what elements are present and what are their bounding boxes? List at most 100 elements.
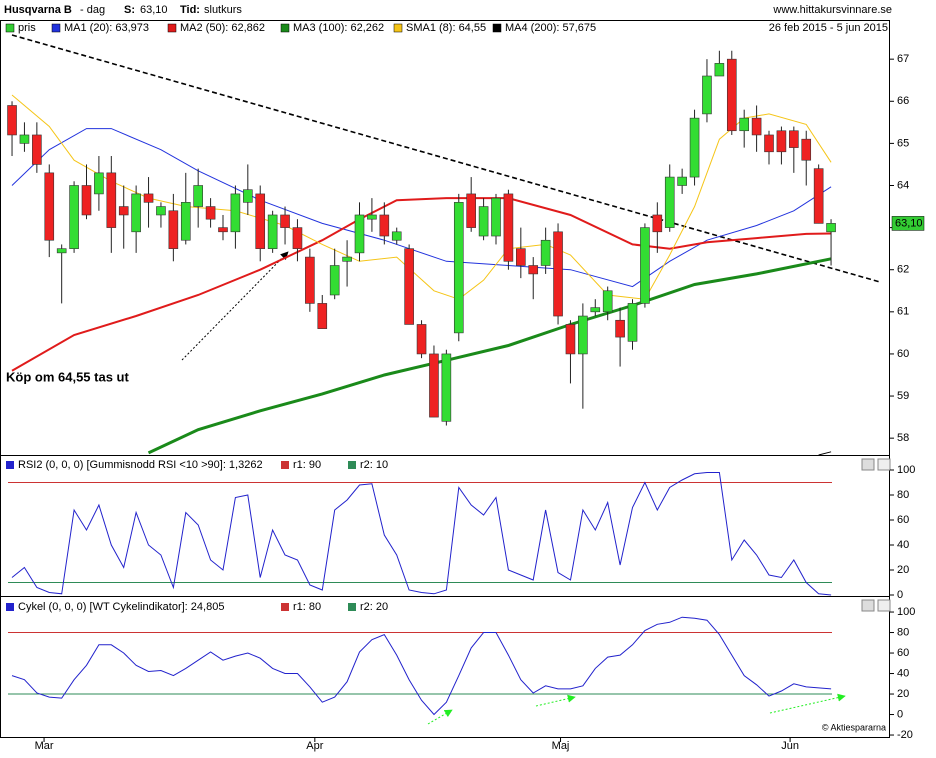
candle-body <box>453 202 464 334</box>
candle-body <box>466 193 476 228</box>
y-tick-label: 80 <box>897 626 909 638</box>
y-tick-label: -20 <box>897 729 913 741</box>
moving-average <box>11 197 832 372</box>
moving-average <box>11 94 832 300</box>
panel-icons[interactable] <box>861 458 891 612</box>
legend-label: r2: 10 <box>360 459 388 471</box>
y-tick-label: 60 <box>897 647 909 659</box>
candle-body <box>789 130 799 148</box>
candle-body <box>218 227 228 233</box>
candle-body <box>230 193 241 233</box>
legend-label: RSI2 (0, 0, 0) [Gummisnodd RSI <10 >90]:… <box>18 459 263 471</box>
candle-body <box>627 303 638 342</box>
y-tick-label: 40 <box>897 539 909 551</box>
candle-body <box>528 265 539 275</box>
candle-body <box>540 239 551 266</box>
candle-body <box>69 185 79 249</box>
close-button[interactable] <box>877 599 891 612</box>
indicator-line <box>11 616 832 716</box>
candle-body <box>32 134 42 165</box>
candle-body <box>478 206 489 237</box>
y-tick-label: 66 <box>897 95 909 107</box>
legend-swatch <box>393 23 403 33</box>
candle-body <box>131 193 141 233</box>
close-button[interactable] <box>877 458 891 471</box>
legend-label: MA1 (20): 63,973 <box>64 22 149 34</box>
stock-name: Husqvarna B <box>4 4 72 16</box>
candle-body <box>801 138 812 161</box>
candle-body <box>305 256 315 304</box>
zoom-button[interactable] <box>861 599 875 612</box>
y-tick-label: 40 <box>897 667 909 679</box>
time-value: slutkurs <box>204 4 242 16</box>
candle-body <box>354 214 365 254</box>
legend-swatch <box>281 603 289 611</box>
date-range: 26 feb 2015 - 5 jun 2015 <box>769 22 888 34</box>
candle-body <box>180 202 191 241</box>
x-tick-label: Jun <box>781 740 799 752</box>
candle-body <box>7 105 17 136</box>
signal-arrow <box>535 694 576 707</box>
moving-average <box>147 257 832 455</box>
moving-average <box>11 128 832 288</box>
legend-swatch <box>5 23 15 33</box>
candle-body <box>615 319 625 338</box>
legend-swatch <box>492 23 502 33</box>
candle-body <box>764 134 774 153</box>
legend-label: Cykel (0, 0, 0) [WT Cykelindikator]: 24,… <box>18 601 224 613</box>
y-tick-label: 62 <box>897 264 909 276</box>
candle-body <box>726 58 737 132</box>
legend-swatch <box>281 461 289 469</box>
site: www.hittakursvinnare.se <box>772 4 892 16</box>
legend-swatch <box>6 461 14 469</box>
y-tick-label: 20 <box>897 564 909 576</box>
y-tick-label: 64 <box>897 179 909 191</box>
candle-body <box>44 172 55 241</box>
candle-body <box>193 185 203 207</box>
candle-body <box>664 176 675 228</box>
candle-body <box>776 130 787 153</box>
moving-average <box>818 451 832 456</box>
annotation: Köp om 64,55 tas ut <box>6 369 129 384</box>
candle-body <box>491 197 501 237</box>
y-tick-label: 58 <box>897 432 909 444</box>
candle-body <box>404 248 414 325</box>
zoom-button[interactable] <box>861 458 875 471</box>
candle-body <box>813 168 824 224</box>
candle-body <box>714 63 725 77</box>
signal-arrow <box>427 709 453 725</box>
candle-body <box>553 231 563 317</box>
legend-swatch <box>51 23 61 33</box>
signal-arrow <box>769 693 846 714</box>
x-tick-label: Mar <box>35 740 54 752</box>
price-tag-box <box>891 216 925 231</box>
y-tick-label: 60 <box>897 348 909 360</box>
close-value: 63,10 <box>140 4 168 16</box>
candle-body <box>118 206 129 216</box>
candle-body <box>81 185 92 216</box>
price-tag: 63,10 <box>895 217 923 229</box>
legend-label: r1: 80 <box>293 601 321 613</box>
candle-body <box>243 189 253 203</box>
legend-label: MA4 (200): 57,675 <box>505 22 596 34</box>
y-tick-label: 80 <box>897 489 909 501</box>
legend-swatch <box>280 23 290 33</box>
candle-body <box>429 353 439 418</box>
candle-body <box>565 324 576 355</box>
y-tick-label: 61 <box>897 306 909 318</box>
candle-body <box>280 214 290 228</box>
candle-body <box>677 176 687 186</box>
y-tick-label: 59 <box>897 390 909 402</box>
candle-body <box>367 214 377 220</box>
candle-body <box>329 265 340 296</box>
time-label: Tid: <box>180 4 200 16</box>
candle-body <box>751 117 762 136</box>
candle-body <box>826 223 836 233</box>
candle-body <box>292 227 303 249</box>
candle-body <box>379 214 390 237</box>
candle-body <box>94 172 104 195</box>
candle-body <box>19 134 30 144</box>
candle-body <box>106 172 117 228</box>
